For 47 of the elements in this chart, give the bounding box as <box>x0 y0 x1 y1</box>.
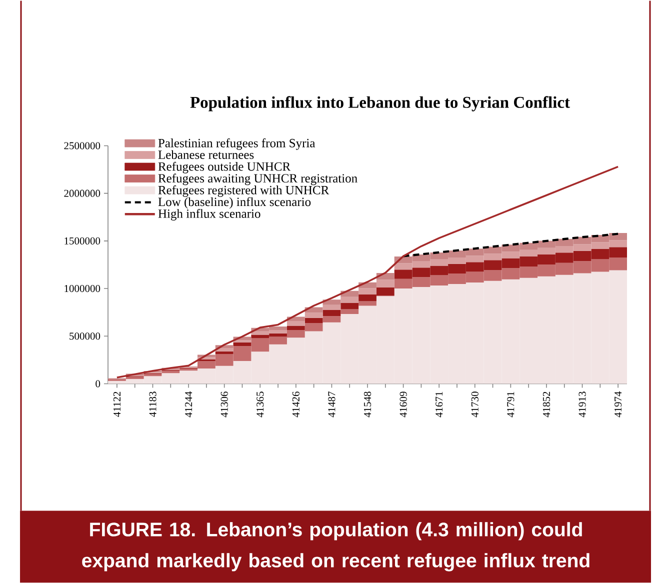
y-tick-label: 0 <box>96 380 100 388</box>
bar <box>340 296 359 304</box>
bar <box>162 370 180 374</box>
bar <box>376 280 394 288</box>
bar <box>322 304 341 310</box>
caption: FIGURE 18. Lebanon’s population (4.3 million) could expand markedly based on recent refugee influx trend <box>82 522 590 572</box>
y-tick-label: 1000000 <box>64 285 100 292</box>
x-tick-label: 41122 <box>113 392 120 418</box>
y-tick-label: 2000000 <box>64 190 100 198</box>
x-tick-label: 41306 <box>220 392 228 418</box>
y-tick-label: 500000 <box>70 332 100 340</box>
bar <box>322 316 341 322</box>
legend-label: Refugees registered with UNHCR <box>158 186 330 198</box>
x-tick-label: 41365 <box>256 392 264 418</box>
x-tick-label: 41183 <box>149 392 156 418</box>
bar <box>340 303 359 310</box>
bar <box>304 318 323 324</box>
legend-label: High influx scenario <box>158 209 260 221</box>
line-series <box>402 232 620 258</box>
x-tick-label: 41791 <box>507 392 514 418</box>
legend-label: Low (baseline) influx scenario <box>158 197 311 209</box>
bar <box>304 312 323 318</box>
legend-label: Refugees outside UNHCR <box>158 162 291 174</box>
x-tick-label: 41548 <box>364 392 372 418</box>
legend-label: Palestinian refugees from Syria <box>158 138 316 150</box>
x-tick-label: 41730 <box>471 392 478 418</box>
bar <box>358 301 376 306</box>
chart-title: Population influx into Lebanon due to Syrian Conflict <box>190 96 570 112</box>
legend-label: Refugees awaiting UNHCR registration <box>158 174 358 186</box>
bar <box>340 309 359 314</box>
x-tick-label: 41609 <box>400 392 407 418</box>
legend-label: Lebanese returnees <box>158 150 254 160</box>
x-tick-label: 41244 <box>185 392 192 418</box>
bar <box>358 288 376 295</box>
bar <box>233 342 252 346</box>
x-tick-label: 41913 <box>578 392 586 418</box>
bar <box>215 351 234 354</box>
x-tick-label: 41852 <box>542 392 550 418</box>
bar <box>322 310 341 316</box>
x-tick-label: 41671 <box>436 392 443 418</box>
x-tick-label: 41426 <box>292 392 300 418</box>
x-tick-label: 41974 <box>614 392 622 418</box>
y-tick-label: 2500000 <box>64 142 100 150</box>
x-tick-label: 41487 <box>328 392 336 418</box>
bar <box>286 321 305 326</box>
y-tick-label: 1500000 <box>64 238 100 245</box>
bar <box>286 326 305 330</box>
